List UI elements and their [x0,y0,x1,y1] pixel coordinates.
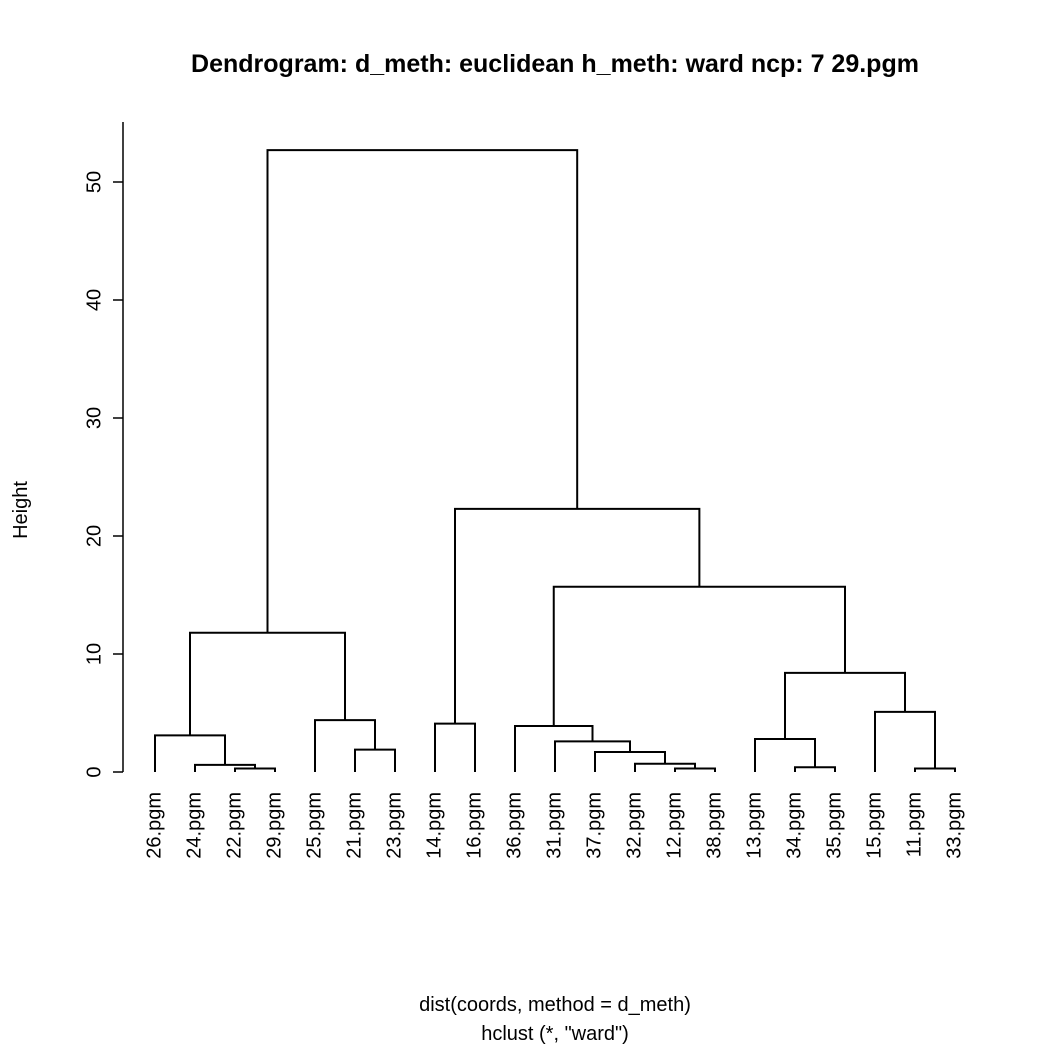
y-tick-label: 40 [83,289,105,311]
dendrogram-merge [914,767,956,772]
leaf-label: 22.pgm [223,792,245,859]
leaf-label: 21.pgm [343,792,365,859]
y-tick-label: 0 [83,766,105,777]
y-axis: 0 10 20 30 40 50 [83,122,124,778]
leaf-label: 11.pgm [903,792,925,857]
leaf-label: 16.pgm [463,792,485,859]
leaf-label: 25.pgm [303,792,325,859]
dendrogram-merge [594,750,666,772]
chart-title: Dendrogram: d_meth: euclidean h_meth: wa… [191,50,919,78]
leaf-label: 32.pgm [623,792,645,859]
x-axis-label-line1: dist(coords, method = d_meth) [419,994,691,1016]
dendrogram-merge [674,767,716,772]
dendrogram-merge [354,748,396,772]
leaf-label: 33.pgm [943,792,965,859]
dendrogram-merge [314,719,376,772]
leaf-label: 37.pgm [583,792,605,859]
y-tick-label: 50 [83,171,105,193]
x-axis-label-line2: hclust (*, "ward") [481,1023,629,1045]
dendrogram-merge [154,734,226,772]
dendrogram-merge [554,740,631,772]
leaf-label: 38.pgm [703,792,725,859]
leaf-label: 23.pgm [383,792,405,859]
y-axis-label: Height [10,481,32,539]
dendrogram-merge [266,149,579,633]
dendrogram-branches [154,149,956,772]
leaf-label: 34.pgm [783,792,805,859]
leaf-label: 26.pgm [143,792,165,859]
leaf-label: 24.pgm [183,792,205,859]
dendrogram-merge [552,585,846,726]
leaf-label: 14.pgm [423,792,445,859]
leaf-label: 13.pgm [743,792,765,859]
leaf-label: 36.pgm [503,792,525,859]
y-tick-label: 30 [83,407,105,429]
leaf-label: 35.pgm [823,792,845,859]
leaf-label: 31.pgm [543,792,565,859]
dendrogram-merge [434,722,476,772]
y-tick-label: 20 [83,525,105,547]
leaf-label: 29.pgm [263,792,285,859]
dendrogram-merge [234,767,276,772]
leaf-label: 12.pgm [663,792,685,859]
dendrogram-merge [794,766,836,772]
dendrogram-merge [514,724,594,772]
dendrogram-merge [784,671,906,739]
dendrogram-merge [454,507,701,724]
dendrogram-merge [874,710,936,772]
y-tick-label: 10 [83,643,105,665]
leaf-labels: 26.pgm 24.pgm 22.pgm 29.pgm 25.pgm 21.pgm 23.p… [143,792,965,859]
leaf-label: 15.pgm [863,792,885,859]
